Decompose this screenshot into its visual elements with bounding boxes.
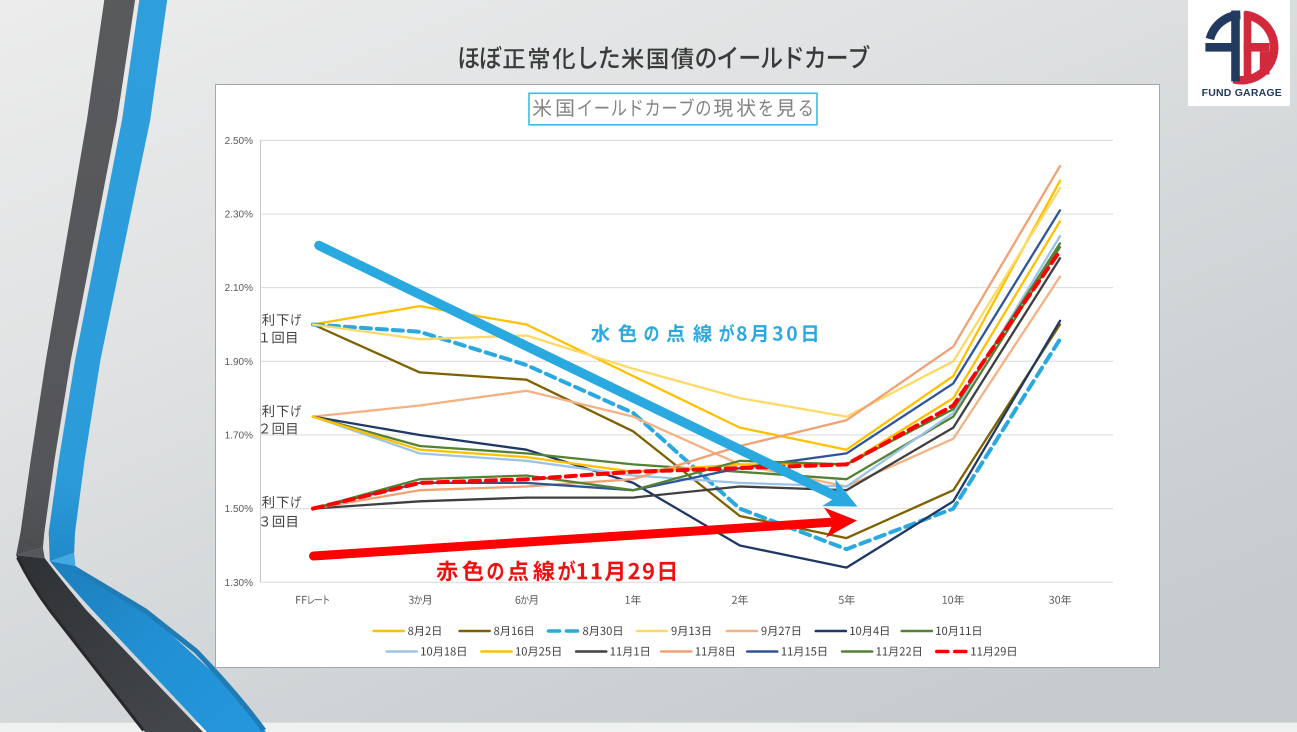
svg-text:1.90%: 1.90% <box>225 357 253 368</box>
svg-text:2.50%: 2.50% <box>225 136 253 147</box>
svg-text:FUND GARAGE: FUND GARAGE <box>1202 87 1282 99</box>
svg-text:1.50%: 1.50% <box>225 504 253 515</box>
svg-text:2.30%: 2.30% <box>225 210 253 221</box>
svg-text:2.10%: 2.10% <box>225 283 253 294</box>
svg-text:1.30%: 1.30% <box>225 578 253 589</box>
svg-text:1.70%: 1.70% <box>225 431 253 442</box>
